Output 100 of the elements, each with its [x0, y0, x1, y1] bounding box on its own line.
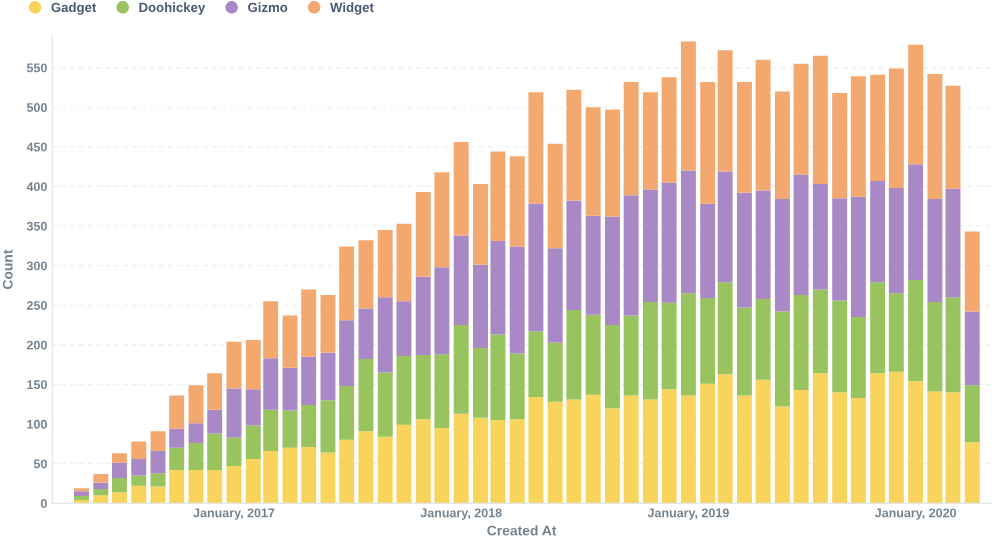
x-axis-title: Created At	[487, 525, 557, 536]
bar	[774, 199, 790, 312]
bar	[774, 311, 790, 407]
bar	[473, 348, 488, 418]
bar	[604, 325, 620, 409]
bar	[188, 443, 204, 470]
bar	[358, 359, 374, 432]
bar	[93, 482, 109, 489]
bar	[509, 353, 525, 420]
bar	[473, 184, 488, 265]
bar	[473, 417, 488, 504]
bar	[453, 142, 469, 236]
bar	[434, 427, 450, 504]
bar	[680, 170, 696, 294]
bar	[736, 395, 752, 504]
bar	[207, 469, 223, 504]
bar	[415, 355, 431, 420]
bar	[964, 442, 980, 504]
bar	[812, 55, 828, 185]
legend-label: Doohickey	[139, 2, 206, 15]
bar	[793, 174, 809, 295]
bar	[396, 301, 412, 356]
bar	[339, 439, 355, 504]
y-tick-label: 150	[27, 380, 47, 390]
bar	[945, 392, 961, 504]
bar	[642, 302, 658, 400]
bar	[736, 81, 752, 193]
bar	[812, 184, 828, 290]
bar	[870, 282, 886, 374]
bar	[547, 248, 563, 343]
bar	[888, 293, 904, 372]
bar	[282, 410, 298, 448]
bar	[358, 240, 374, 309]
bar	[434, 354, 450, 428]
bar	[150, 431, 166, 451]
bar	[169, 447, 185, 470]
bar	[111, 477, 127, 493]
bar	[509, 419, 525, 504]
bar	[832, 392, 848, 504]
bar	[736, 192, 752, 308]
bar	[661, 389, 677, 504]
bar	[111, 492, 127, 504]
bar	[888, 188, 904, 294]
y-tick-label: 550	[26, 63, 47, 73]
bar	[642, 399, 658, 504]
bar	[680, 395, 696, 504]
bar	[832, 198, 848, 301]
bar	[245, 425, 261, 459]
bar	[908, 164, 924, 280]
bar	[717, 374, 733, 504]
bar	[490, 334, 506, 421]
bar	[377, 436, 393, 504]
bar	[566, 309, 582, 400]
bar	[888, 68, 904, 189]
bar	[908, 44, 924, 165]
bar	[320, 452, 336, 504]
bar	[717, 171, 733, 283]
bar	[680, 41, 696, 171]
legend-label: Gizmo	[248, 2, 288, 13]
bar	[339, 246, 355, 321]
bar	[490, 420, 506, 504]
bar	[434, 172, 450, 268]
bar	[812, 373, 828, 504]
y-tick-label: 350	[26, 221, 47, 231]
bar	[604, 408, 620, 504]
x-tick-label: January, 2020	[874, 508, 956, 520]
bar	[74, 491, 89, 497]
y-tick-label: 300	[26, 261, 47, 271]
bar	[434, 267, 450, 355]
bar	[396, 223, 412, 302]
bar	[131, 475, 147, 486]
bar	[93, 495, 109, 504]
bar	[111, 462, 127, 478]
bar	[812, 289, 828, 374]
bar	[263, 409, 279, 451]
x-tick-label: January, 2019	[647, 508, 729, 520]
bar	[358, 431, 374, 504]
bar	[755, 379, 771, 504]
bar	[358, 308, 374, 360]
bar	[207, 373, 223, 410]
bar	[566, 399, 582, 504]
bar	[528, 203, 544, 332]
bar	[453, 325, 469, 414]
bar	[566, 89, 582, 201]
bar	[623, 315, 639, 396]
bar	[850, 196, 866, 318]
bar	[832, 300, 848, 393]
bar	[661, 302, 677, 390]
bar	[870, 180, 886, 283]
bar	[301, 356, 317, 406]
x-tick-label: January, 2017	[193, 508, 275, 520]
bar	[850, 76, 866, 197]
bar	[604, 109, 620, 217]
bar	[793, 294, 809, 390]
bar	[661, 182, 677, 303]
y-tick-label: 50	[33, 459, 47, 469]
bar	[964, 385, 980, 443]
bar	[415, 419, 431, 504]
bar	[528, 331, 544, 398]
x-tick-label: January, 2018	[420, 508, 502, 520]
